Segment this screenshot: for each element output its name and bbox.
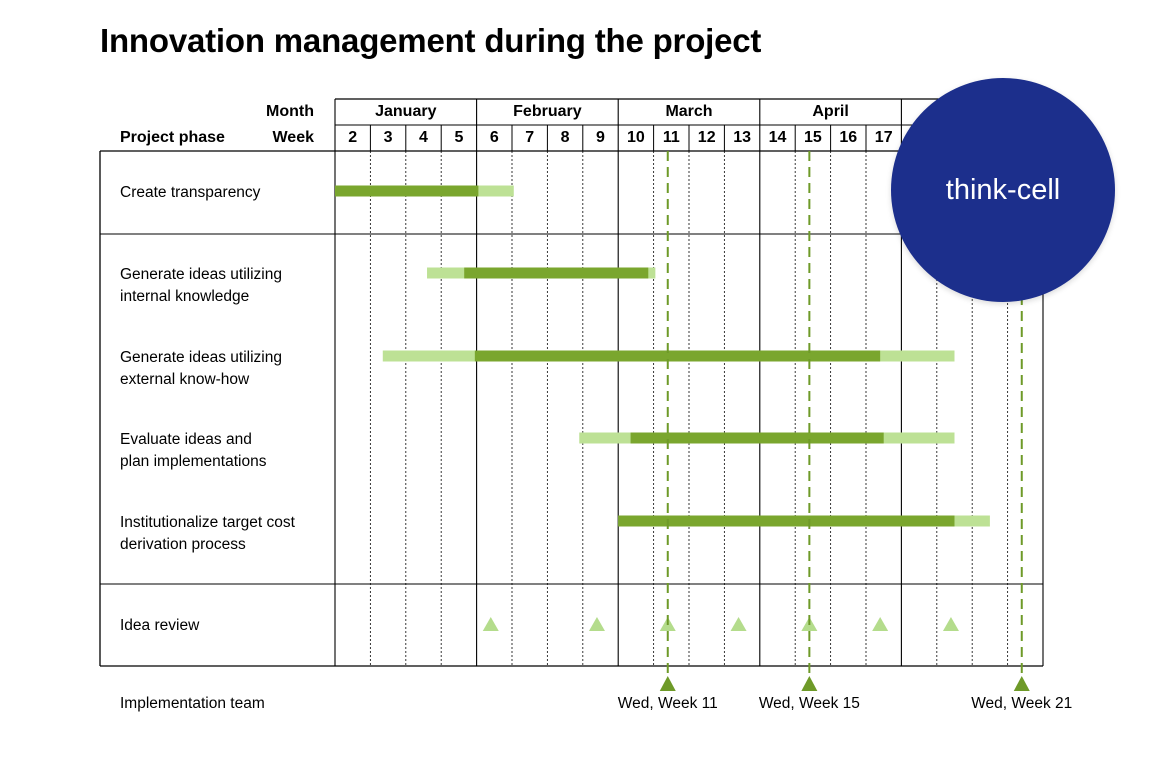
week-label-10: 10 [627, 129, 645, 146]
milestone-triangle [1013, 676, 1030, 691]
implementation-team-label: Implementation team [120, 695, 265, 712]
phase-label-generate-ideas-utilizing-external-know-how: external know-how [120, 371, 250, 388]
idea-review-triangle [872, 617, 889, 631]
week-label-11: 11 [663, 129, 680, 146]
phase-label-generate-ideas-utilizing-internal-knowledge: Generate ideas utilizing [120, 266, 282, 283]
milestone-label-week-15: Wed, Week 15 [759, 695, 860, 712]
phase-label-generate-ideas-utilizing-internal-knowledge: internal knowledge [120, 288, 249, 305]
milestone-label-week-21: Wed, Week 21 [971, 695, 1072, 712]
week-label-14: 14 [769, 129, 787, 146]
week-label-8: 8 [561, 129, 570, 146]
week-label-17: 17 [875, 129, 893, 146]
week-label-6: 6 [490, 129, 499, 146]
phase-label-evaluate-ideas-and-plan-implementations: Evaluate ideas and [120, 431, 252, 448]
phase-label-create-transparency: Create transparency [120, 184, 261, 201]
chart-title: Innovation management during the project [100, 22, 762, 59]
month-label-march: March [665, 103, 712, 120]
idea-review-label: Idea review [120, 617, 200, 634]
month-label-april: April [812, 103, 848, 120]
week-label-4: 4 [419, 129, 428, 146]
month-header-label: Month [266, 103, 314, 120]
week-label-3: 3 [384, 129, 393, 146]
week-label-9: 9 [596, 129, 605, 146]
phase-bar-dark-evaluate-ideas-and-plan-implementations [630, 432, 884, 444]
week-header-label: Week [272, 129, 314, 146]
milestone-triangle [801, 676, 818, 691]
phase-bar-dark-generate-ideas-utilizing-external-know-how [474, 350, 881, 362]
month-label-january: January [375, 103, 436, 120]
month-label-february: February [513, 103, 582, 120]
phase-label-generate-ideas-utilizing-external-know-how: Generate ideas utilizing [120, 349, 282, 366]
idea-review-triangle [942, 617, 959, 631]
idea-review-triangle [588, 617, 605, 631]
week-label-5: 5 [454, 129, 463, 146]
week-label-15: 15 [804, 129, 822, 146]
milestone-triangle [659, 676, 676, 691]
milestone-label-week-11: Wed, Week 11 [618, 695, 718, 712]
think-cell-badge: think-cell [891, 78, 1115, 302]
week-label-16: 16 [839, 129, 857, 146]
week-label-12: 12 [698, 129, 716, 146]
phase-label-institutionalize-target-cost-derivation-process: derivation process [120, 536, 246, 553]
phase-bar-dark-create-transparency [335, 185, 479, 197]
phase-label-institutionalize-target-cost-derivation-process: Institutionalize target cost [120, 514, 296, 531]
phase-label-evaluate-ideas-and-plan-implementations: plan implementations [120, 453, 267, 470]
idea-review-triangle [482, 617, 499, 631]
project-phase-header-label: Project phase [120, 129, 225, 146]
phase-bar-dark-generate-ideas-utilizing-internal-knowledge [464, 267, 649, 279]
idea-review-triangle [730, 617, 747, 631]
phase-bar-dark-institutionalize-target-cost-derivation-process [618, 515, 955, 527]
week-label-7: 7 [525, 129, 534, 146]
week-label-2: 2 [348, 129, 357, 146]
week-label-13: 13 [733, 129, 751, 146]
